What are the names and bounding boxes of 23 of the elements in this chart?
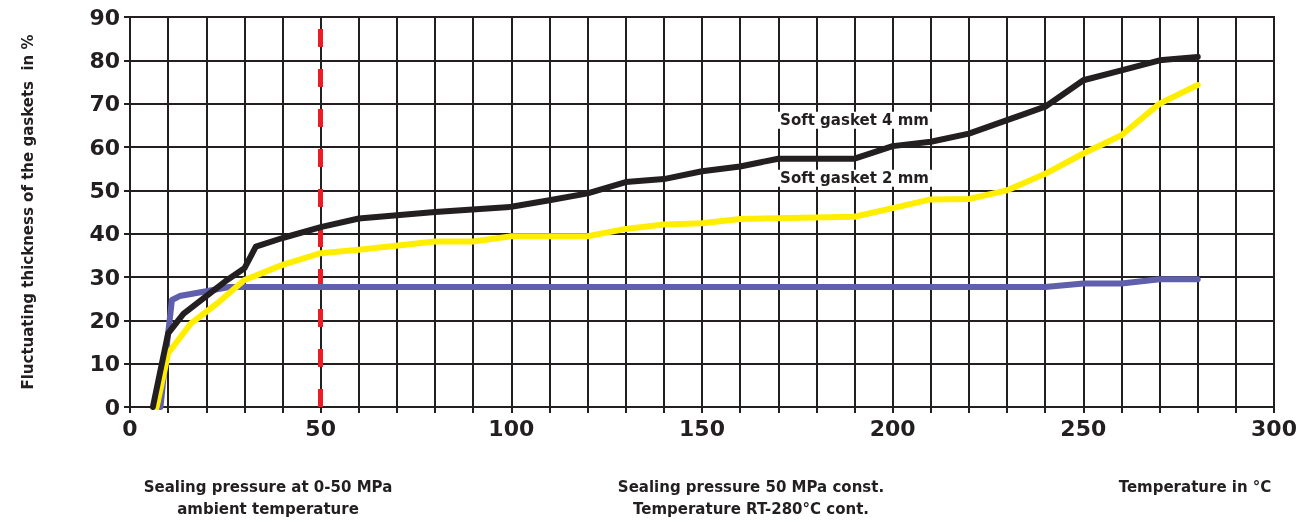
y-tick-label: 20 <box>89 307 120 333</box>
y-tick-label: 10 <box>89 351 120 377</box>
y-tick-label: 50 <box>89 177 120 203</box>
y-tick-label: 60 <box>89 134 120 160</box>
y-tick-label: 30 <box>89 264 120 290</box>
text: Sealing pressure 50 MPa const. Temperature RT-280°C cont. <box>617 478 885 518</box>
x-tick-label: 0 <box>122 415 138 441</box>
x-tick-label: 300 <box>1251 415 1297 441</box>
x-tick-label: 250 <box>1060 415 1107 441</box>
series-label: Soft gasket 4 mm <box>780 111 929 130</box>
text: Temperature in °C <box>1118 478 1272 496</box>
x-tick-label: 100 <box>488 415 535 441</box>
text: Sealing pressure at 0-50 MPa ambient temperature <box>143 478 393 518</box>
y-axis-title: Fluctuating thickness of the gaskets in % <box>18 34 37 390</box>
x-tick-label: 150 <box>679 415 725 441</box>
y-tick-label: 40 <box>89 221 120 247</box>
y-tick-label: 0 <box>104 394 120 420</box>
y-tick-label: 90 <box>89 4 120 30</box>
x-tick-label: 50 <box>305 415 336 441</box>
y-tick-label: 80 <box>89 47 120 73</box>
x-tick-label: 200 <box>869 415 916 441</box>
series-label: Soft gasket 2 mm <box>780 169 929 188</box>
y-tick-label: 70 <box>89 91 120 117</box>
